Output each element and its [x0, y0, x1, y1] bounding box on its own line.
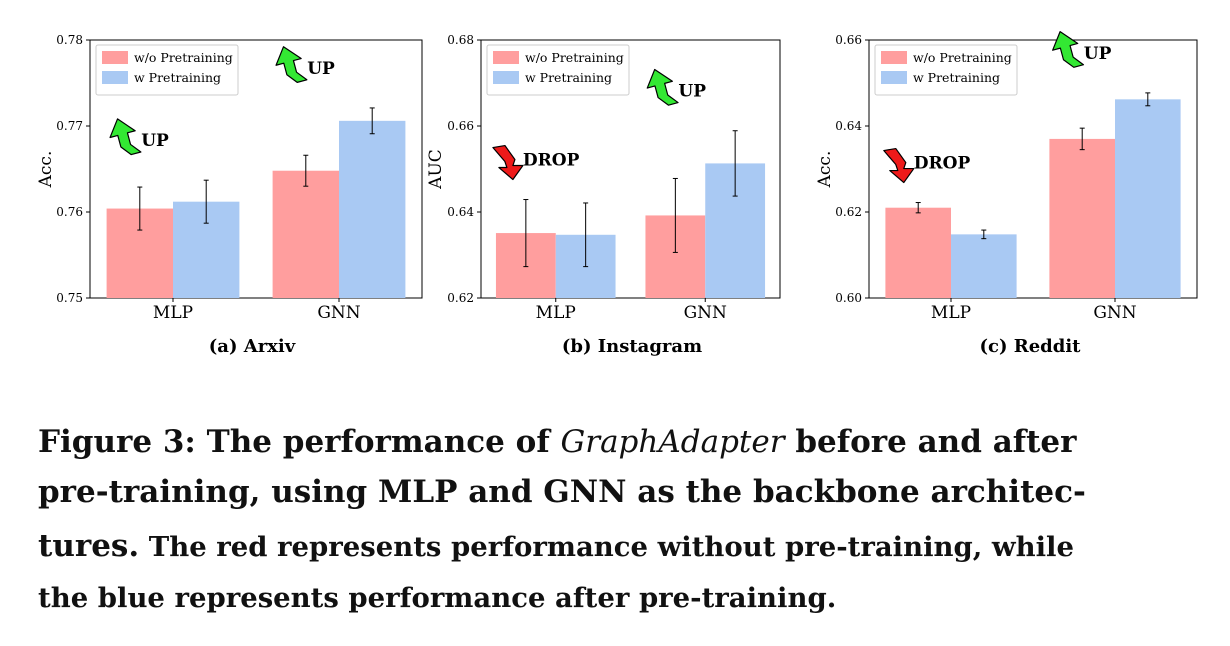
annotation-label: UP	[678, 82, 706, 102]
annotation-label: UP	[1084, 44, 1112, 64]
x-tick-label: MLP	[931, 303, 971, 323]
y-axis-label: Acc.	[36, 151, 56, 189]
y-tick-label: 0.62	[835, 205, 862, 219]
plot-frame	[480, 39, 781, 299]
caption-method: GraphAdapter	[560, 424, 785, 460]
caption-line-3: tures. The red represents performance wi…	[38, 528, 1074, 564]
legend-box	[95, 44, 239, 96]
drop-arrow-icon	[492, 144, 524, 181]
bar-gnn-without-pretraining	[272, 170, 339, 298]
x-tick-label: GNN	[684, 303, 727, 323]
y-tick-label: 0.60	[835, 291, 862, 305]
y-tick-label: 0.66	[835, 33, 862, 47]
y-tick-label: 0.76	[56, 205, 83, 219]
legend-swatch	[881, 51, 907, 64]
caption-line-1-rest: before and after	[784, 424, 1077, 460]
legend-label: w Pretraining	[913, 70, 1000, 85]
x-tick-label: GNN	[1093, 303, 1136, 323]
plot-frame	[89, 39, 423, 299]
up-arrow-icon	[1052, 31, 1085, 68]
up-arrow-icon	[646, 68, 679, 106]
plot-frame	[868, 39, 1198, 299]
y-tick-label: 0.78	[56, 33, 83, 47]
y-tick-label: 0.77	[56, 119, 83, 133]
bar-gnn-with-pretraining	[1115, 99, 1181, 298]
bar-gnn-with-pretraining	[339, 120, 406, 298]
up-arrow-icon	[109, 118, 142, 156]
subfigure-title: (a) Arxiv	[209, 336, 296, 357]
y-tick-label: 0.66	[447, 119, 474, 133]
subfigure-title: (b) Instagram	[562, 336, 702, 357]
legend-box	[486, 44, 630, 96]
legend-swatch	[102, 51, 128, 64]
drop-arrow-icon	[883, 147, 915, 184]
y-tick-label: 0.62	[447, 291, 474, 305]
bar-gnn-without-pretraining	[1049, 138, 1115, 298]
x-tick-label: MLP	[153, 303, 193, 323]
x-tick-label: GNN	[317, 303, 360, 323]
legend-swatch	[881, 71, 907, 84]
y-tick-label: 0.64	[835, 119, 862, 133]
caption-line-3-bold: tures.	[38, 528, 140, 564]
bar-mlp-with-pretraining	[951, 234, 1017, 298]
legend-label: w/o Pretraining	[913, 50, 1012, 65]
y-axis-label: AUC	[426, 149, 446, 190]
y-tick-label: 0.75	[56, 291, 83, 305]
annotation-label: DROP	[523, 151, 580, 171]
legend-swatch	[493, 51, 519, 64]
legend-box	[874, 44, 1018, 96]
caption-line-1: Figure 3: The performance of GraphAdapte…	[38, 424, 1077, 460]
y-tick-label: 0.64	[447, 205, 474, 219]
legend-label: w Pretraining	[525, 70, 612, 85]
caption-line-4: the blue represents performance after pr…	[38, 582, 837, 614]
bar-mlp-without-pretraining	[885, 207, 951, 298]
legend-swatch	[102, 71, 128, 84]
x-tick-label: MLP	[536, 303, 576, 323]
subfigure-title: (c) Reddit	[980, 336, 1082, 357]
annotation-label: UP	[307, 59, 335, 79]
y-axis-label: Acc.	[815, 151, 835, 189]
caption-line-3-rest: The red represents performance without p…	[139, 531, 1074, 563]
caption-label: Figure 3: The performance of	[38, 424, 561, 460]
up-arrow-icon	[275, 46, 308, 83]
legend-label: w/o Pretraining	[525, 50, 624, 65]
annotation-label: UP	[141, 131, 169, 151]
annotation-label: DROP	[914, 154, 971, 174]
legend-swatch	[493, 71, 519, 84]
figure-charts: 0.75 0.76 0.77 0.78 Acc. MLP UP GNN UP w/o Pretra…	[36, 31, 1198, 357]
caption-line-2: pre-training, using MLP and GNN as the b…	[38, 474, 1086, 510]
legend-label: w/o Pretraining	[134, 50, 233, 65]
y-tick-label: 0.68	[447, 33, 474, 47]
legend-label: w Pretraining	[134, 70, 221, 85]
